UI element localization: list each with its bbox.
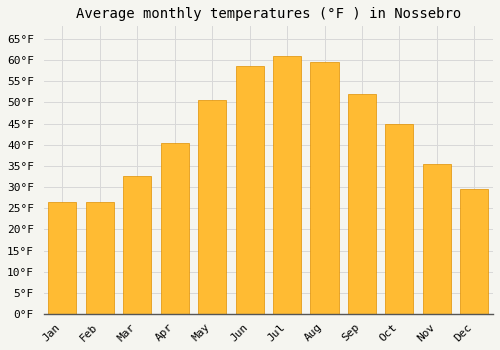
Bar xyxy=(198,100,226,314)
Bar xyxy=(273,56,301,314)
Bar xyxy=(386,124,413,314)
Bar xyxy=(236,66,264,314)
Bar xyxy=(86,202,114,314)
Title: Average monthly temperatures (°F ) in Nossebro: Average monthly temperatures (°F ) in No… xyxy=(76,7,461,21)
Bar xyxy=(460,189,488,314)
Bar xyxy=(123,176,152,314)
Bar xyxy=(160,143,189,314)
Bar xyxy=(310,62,338,314)
Bar xyxy=(48,202,76,314)
Bar xyxy=(348,94,376,314)
Bar xyxy=(423,164,451,314)
